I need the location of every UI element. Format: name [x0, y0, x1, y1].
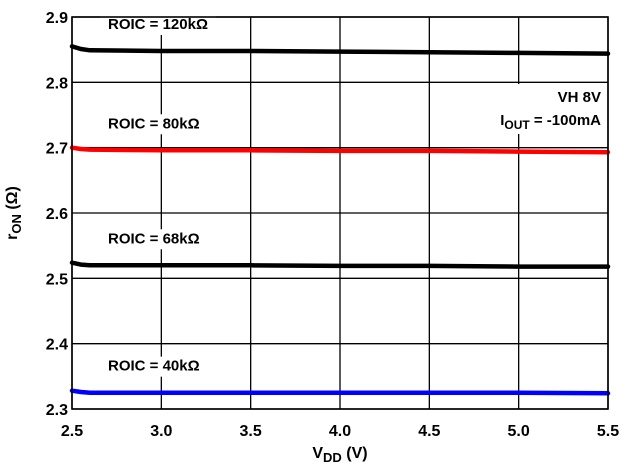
- annotation-condition-2: IOUT = -100mA: [500, 112, 601, 132]
- series-line-1: [69, 145, 611, 155]
- x-axis-title-main: V: [312, 445, 323, 462]
- x-tick-label-5: 5.0: [508, 423, 530, 440]
- series-layer: [69, 44, 611, 396]
- series-label-bg-3: [100, 356, 208, 377]
- series-label-2: ROIC = 68kΩ: [100, 229, 208, 250]
- series-label-text-2: ROIC = 68kΩ: [108, 230, 200, 247]
- y-tick-label-6: 2.9: [46, 10, 68, 27]
- y-axis-title-main: r: [4, 234, 21, 240]
- x-tick-label-1: 3.0: [150, 423, 172, 440]
- y-axis-title-unit: (Ω): [4, 186, 21, 214]
- series-labels: ROIC = 120kΩ ROIC = 80kΩ ROIC = 68kΩ ROIC =…: [100, 14, 216, 377]
- x-tick-label-3: 4.0: [329, 423, 351, 440]
- y-tick-labels: 2.3 2.4 2.5 2.6 2.7 2.8 2.9: [46, 10, 68, 419]
- series-label-text-0: ROIC = 120kΩ: [108, 16, 208, 33]
- annotation-current-symbol: I: [500, 112, 504, 129]
- y-tick-label-0: 2.3: [46, 402, 68, 419]
- plot-frame: [71, 16, 609, 410]
- y-tick-label-1: 2.4: [46, 337, 68, 354]
- x-tick-label-6: 5.5: [597, 423, 619, 440]
- y-tick-label-4: 2.7: [46, 141, 68, 158]
- series-line-3: [69, 388, 611, 396]
- x-tick-labels: 2.5 3.0 3.5 4.0 4.5 5.0 5.5: [61, 423, 619, 440]
- x-axis-title: VDD (V): [312, 445, 367, 465]
- x-axis-title-unit: (V): [342, 445, 368, 462]
- series-label-bg-0: [100, 14, 216, 35]
- x-tick-label-0: 2.5: [61, 423, 83, 440]
- y-tick-label-3: 2.6: [46, 206, 68, 223]
- annotation-current-subscript: OUT: [504, 118, 530, 132]
- x-tick-label-2: 3.5: [240, 423, 262, 440]
- series-line-2: [69, 260, 611, 269]
- x-tick-label-4: 4.5: [418, 423, 440, 440]
- series-line-0: [69, 44, 611, 56]
- series-label-text-3: ROIC = 40kΩ: [108, 358, 200, 375]
- y-axis-title-sub: ON: [9, 214, 24, 234]
- annotation-current-value: = -100mA: [530, 112, 601, 129]
- annotation-condition-1: VH 8V: [558, 89, 601, 106]
- series-label-0: ROIC = 120kΩ: [100, 14, 216, 35]
- annotation-bg: [430, 84, 602, 134]
- series-label-bg-2: [100, 229, 208, 250]
- series-label-3: ROIC = 40kΩ: [100, 356, 208, 377]
- series-label-text-1: ROIC = 80kΩ: [108, 115, 200, 132]
- y-tick-label-5: 2.8: [46, 75, 68, 92]
- y-axis-title: rON (Ω): [4, 186, 24, 240]
- grid-lines: [71, 16, 609, 410]
- y-tick-label-2: 2.5: [46, 271, 68, 288]
- series-label-bg-1: [100, 114, 208, 135]
- series-label-1: ROIC = 80kΩ: [100, 114, 208, 135]
- axis-titles: VDD (V) rON (Ω): [4, 186, 368, 465]
- x-axis-title-sub: DD: [323, 450, 342, 465]
- condition-annotation: VH 8V IOUT = -100mA: [430, 84, 602, 134]
